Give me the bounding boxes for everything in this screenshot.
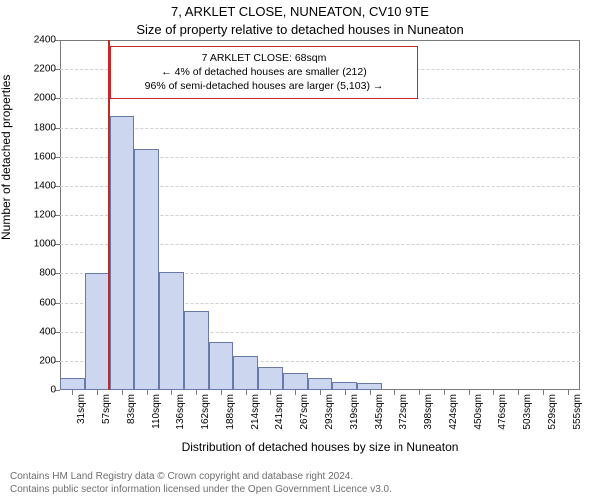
bar	[85, 273, 110, 390]
xtick-label: 450sqm	[473, 394, 484, 430]
xtick-mark	[394, 390, 395, 395]
ytick-label: 2000	[34, 93, 56, 104]
footer: Contains HM Land Registry data © Crown c…	[10, 471, 392, 496]
bar	[258, 367, 283, 390]
xtick-label: 110sqm	[151, 394, 162, 429]
bar	[332, 382, 357, 390]
ytick-label: 800	[39, 268, 56, 279]
xtick-mark	[147, 390, 148, 395]
xtick-mark	[97, 390, 98, 395]
xtick-label: 372sqm	[398, 394, 409, 430]
xtick-label: 503sqm	[522, 394, 533, 430]
xtick-mark	[493, 390, 494, 395]
annotation-line: 96% of semi-detached houses are larger (…	[119, 79, 409, 93]
footer-line2: Contains public sector information licen…	[10, 484, 392, 497]
xtick-mark	[320, 390, 321, 395]
xtick-label: 293sqm	[324, 394, 335, 430]
gridline	[60, 128, 580, 129]
x-axis-label: Distribution of detached houses by size …	[60, 440, 580, 454]
ytick-label: 1400	[34, 180, 56, 191]
xtick-mark	[72, 390, 73, 395]
xtick-mark	[246, 390, 247, 395]
xtick-label: 188sqm	[225, 394, 236, 430]
xtick-mark	[444, 390, 445, 395]
ytick-label: 2400	[34, 35, 56, 46]
xtick-mark	[221, 390, 222, 395]
xtick-label: 555sqm	[572, 394, 583, 430]
xtick-mark	[568, 390, 569, 395]
xtick-label: 398sqm	[423, 394, 434, 430]
xtick-mark	[469, 390, 470, 395]
bar	[159, 272, 184, 390]
xtick-label: 57sqm	[101, 394, 112, 424]
xtick-label: 424sqm	[448, 394, 459, 430]
xtick-label: 241sqm	[274, 394, 285, 430]
xtick-label: 319sqm	[349, 394, 360, 430]
footer-line1: Contains HM Land Registry data © Crown c…	[10, 471, 392, 484]
bar	[110, 116, 135, 390]
xtick-label: 83sqm	[126, 394, 137, 424]
bar	[60, 378, 85, 390]
xtick-label: 31sqm	[76, 394, 87, 424]
bar	[209, 342, 234, 390]
xtick-label: 345sqm	[374, 394, 385, 430]
ytick-label: 600	[39, 297, 56, 308]
xtick-mark	[196, 390, 197, 395]
xtick-label: 267sqm	[299, 394, 310, 430]
xtick-label: 529sqm	[547, 394, 558, 430]
xtick-label: 162sqm	[200, 394, 211, 430]
y-axis-label: Number of detached properties	[0, 75, 13, 240]
bar	[283, 373, 308, 391]
annotation-box: 7 ARKLET CLOSE: 68sqm← 4% of detached ho…	[110, 46, 418, 99]
ytick-label: 1000	[34, 239, 56, 250]
bar	[184, 311, 209, 390]
ytick-label: 1800	[34, 122, 56, 133]
ytick-label: 2200	[34, 64, 56, 75]
xtick-mark	[370, 390, 371, 395]
chart-subtitle: Size of property relative to detached ho…	[0, 22, 600, 37]
xtick-label: 476sqm	[497, 394, 508, 430]
xtick-mark	[122, 390, 123, 395]
plot-area: 0200400600800100012001400160018002000220…	[60, 40, 580, 390]
annotation-line: 7 ARKLET CLOSE: 68sqm	[119, 51, 409, 65]
bar	[233, 356, 258, 390]
ytick-label: 1600	[34, 151, 56, 162]
ytick-label: 0	[50, 385, 56, 396]
xtick-mark	[270, 390, 271, 395]
bar	[134, 149, 159, 390]
xtick-mark	[518, 390, 519, 395]
xtick-mark	[419, 390, 420, 395]
chart-container: 7, ARKLET CLOSE, NUNEATON, CV10 9TE Size…	[0, 0, 600, 500]
bar	[308, 378, 333, 390]
xtick-mark	[171, 390, 172, 395]
chart-title: 7, ARKLET CLOSE, NUNEATON, CV10 9TE	[0, 4, 600, 19]
xtick-mark	[543, 390, 544, 395]
xtick-mark	[345, 390, 346, 395]
ytick-label: 400	[39, 326, 56, 337]
xtick-label: 136sqm	[175, 394, 186, 430]
xtick-label: 214sqm	[250, 394, 261, 430]
xtick-mark	[295, 390, 296, 395]
annotation-line: ← 4% of detached houses are smaller (212…	[119, 65, 409, 79]
ytick-label: 200	[39, 355, 56, 366]
ytick-label: 1200	[34, 210, 56, 221]
